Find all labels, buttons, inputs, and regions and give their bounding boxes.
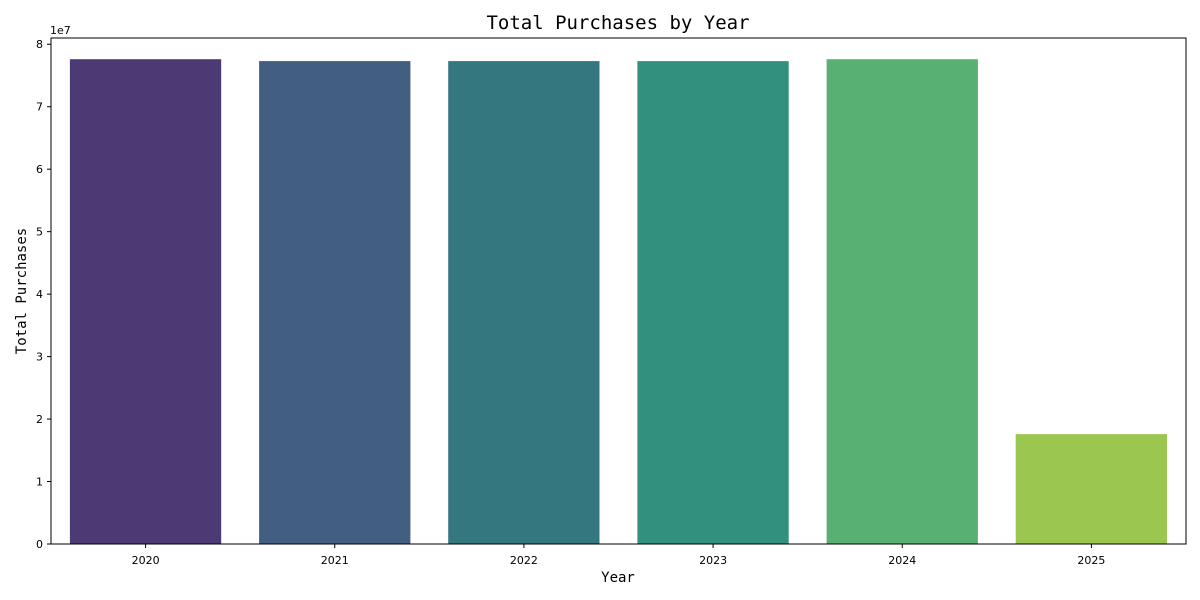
x-tick-label: 2022 bbox=[510, 554, 538, 567]
y-tick-label: 3 bbox=[36, 351, 43, 364]
y-tick-label: 0 bbox=[36, 538, 43, 551]
bar-2024 bbox=[826, 59, 978, 544]
axes-layer: 0 1 2 3 4 5 6 7 8 2020 2021 2022 2023 2024 2025 bbox=[36, 37, 1187, 567]
x-tick-label: 2023 bbox=[699, 554, 727, 567]
x-tick-label: 2025 bbox=[1077, 554, 1105, 567]
bar-2023 bbox=[637, 61, 789, 544]
y-tick-label: 7 bbox=[36, 101, 43, 114]
y-tick-label: 5 bbox=[36, 226, 43, 239]
bar-2020 bbox=[69, 59, 222, 544]
y-axis-offset-label: 1e7 bbox=[50, 24, 71, 37]
bar-2022 bbox=[448, 61, 600, 544]
x-tick-label: 2021 bbox=[321, 554, 349, 567]
plot-frame bbox=[50, 37, 1187, 545]
y-tick-label: 4 bbox=[36, 288, 43, 301]
chart-title: Total Purchases by Year bbox=[486, 12, 749, 34]
bar-2025 bbox=[1015, 434, 1167, 544]
y-axis-label: Total Purchases bbox=[14, 228, 30, 354]
y-tick-label: 2 bbox=[36, 413, 43, 426]
bar-2021 bbox=[259, 61, 411, 544]
y-tick-label: 6 bbox=[36, 163, 43, 176]
y-tick-label: 8 bbox=[36, 38, 43, 51]
x-axis-label: Year bbox=[601, 570, 635, 586]
x-tick-label: 2024 bbox=[888, 554, 916, 567]
bars-layer bbox=[69, 59, 1167, 544]
x-tick-label: 2020 bbox=[132, 554, 160, 567]
y-tick-label: 1 bbox=[36, 476, 43, 489]
